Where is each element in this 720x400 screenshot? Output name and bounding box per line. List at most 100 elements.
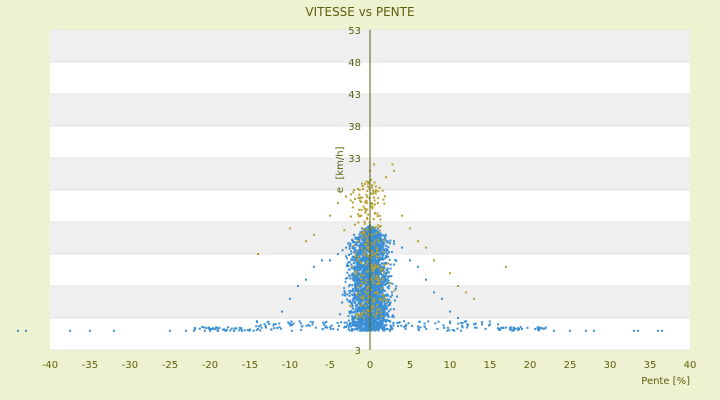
data-point — [372, 272, 375, 275]
data-point — [407, 322, 410, 325]
data-point — [379, 270, 382, 273]
data-point — [354, 242, 357, 245]
data-point — [355, 242, 358, 245]
data-point — [376, 232, 379, 235]
data-point — [382, 329, 385, 332]
data-point — [386, 253, 389, 256]
data-point — [465, 320, 467, 323]
data-point — [377, 261, 380, 264]
data-point — [355, 271, 358, 274]
data-point — [369, 275, 372, 278]
data-point — [370, 202, 373, 205]
data-point — [223, 328, 226, 331]
data-point — [365, 315, 368, 318]
data-point — [359, 311, 362, 314]
data-point — [89, 329, 91, 332]
data-point — [417, 329, 420, 332]
data-point — [361, 290, 364, 293]
data-point — [378, 234, 381, 237]
data-point — [370, 205, 373, 208]
data-point — [351, 306, 354, 309]
data-point — [350, 310, 353, 313]
data-point — [376, 292, 379, 295]
data-point — [371, 326, 374, 329]
data-point — [365, 325, 368, 328]
data-point — [382, 299, 385, 302]
data-point — [362, 316, 365, 319]
y-axis-title-partial: e — [335, 187, 346, 193]
data-point — [351, 265, 354, 268]
data-point — [384, 306, 387, 309]
data-point — [364, 222, 367, 225]
data-point — [381, 284, 384, 287]
data-point — [378, 256, 381, 259]
data-point — [370, 314, 373, 317]
data-point — [365, 241, 368, 244]
data-point — [381, 253, 384, 256]
data-point — [375, 267, 378, 270]
data-point — [367, 180, 370, 183]
data-point — [381, 323, 384, 326]
data-point — [376, 257, 379, 260]
data-point — [442, 324, 445, 327]
data-point — [387, 300, 390, 303]
data-point — [391, 327, 394, 330]
data-point — [370, 186, 373, 189]
data-point — [368, 280, 371, 283]
data-point — [363, 318, 366, 321]
data-point — [378, 301, 381, 304]
data-point — [358, 241, 361, 244]
data-point — [376, 249, 379, 252]
data-point — [355, 265, 358, 268]
data-point — [376, 300, 379, 303]
data-point — [346, 293, 349, 296]
data-point — [360, 238, 363, 241]
data-point — [368, 256, 371, 259]
data-point — [372, 248, 375, 251]
data-point — [497, 323, 499, 326]
data-point — [381, 328, 384, 331]
data-point — [366, 303, 369, 306]
data-point — [358, 193, 361, 196]
data-point — [379, 284, 382, 287]
data-point — [348, 285, 351, 288]
data-point — [374, 287, 377, 290]
data-point — [354, 301, 357, 304]
data-point — [418, 320, 421, 323]
data-point — [379, 282, 382, 285]
data-point — [379, 305, 382, 308]
data-point — [347, 325, 350, 328]
data-point — [361, 256, 364, 259]
data-point — [351, 259, 354, 262]
data-point — [385, 247, 388, 250]
data-point — [538, 329, 541, 332]
data-point — [384, 261, 387, 264]
data-point — [363, 322, 366, 325]
data-point — [376, 297, 379, 300]
data-point — [369, 294, 372, 297]
x-tick-label: 25 — [564, 360, 577, 371]
data-point — [433, 259, 435, 262]
data-point — [376, 277, 379, 280]
data-point — [373, 234, 376, 237]
data-point — [360, 289, 363, 292]
data-point — [267, 320, 270, 323]
data-point — [377, 295, 380, 298]
data-point — [381, 307, 384, 310]
data-point — [357, 320, 360, 323]
data-point — [375, 245, 378, 248]
data-point — [423, 322, 426, 325]
data-point — [257, 325, 260, 328]
data-point — [357, 290, 360, 293]
data-point — [353, 189, 355, 191]
data-point — [367, 276, 370, 279]
data-point — [366, 271, 369, 274]
data-point — [401, 246, 403, 249]
data-point — [536, 326, 539, 329]
data-point — [386, 327, 389, 330]
data-point — [278, 322, 281, 325]
data-point — [207, 326, 210, 329]
data-point — [366, 306, 369, 309]
data-point — [357, 280, 360, 283]
data-point — [354, 251, 357, 254]
